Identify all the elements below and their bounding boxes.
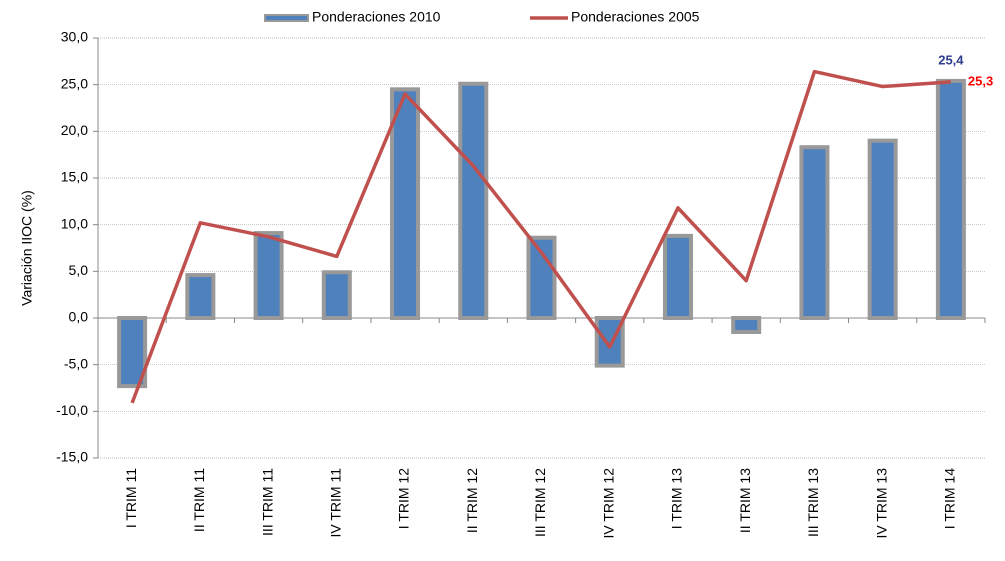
- y-tick-label: -15,0: [56, 449, 88, 465]
- bar: [526, 235, 557, 321]
- bar: [935, 78, 966, 320]
- bar: [458, 81, 489, 320]
- x-tick-label: IV TRIM 11: [328, 468, 344, 538]
- x-tick-label: IV TRIM 12: [600, 468, 616, 539]
- y-tick-label: 15,0: [61, 169, 88, 185]
- x-tick-label: II TRIM 11: [191, 468, 207, 532]
- bar: [731, 316, 762, 334]
- bar: [253, 231, 284, 320]
- x-tick-label: I TRIM 12: [396, 468, 412, 529]
- y-tick-label: 20,0: [61, 122, 88, 138]
- bar: [662, 233, 693, 320]
- y-tick-label: 30,0: [61, 29, 88, 45]
- bar: [117, 316, 148, 389]
- data-label: 25,4: [938, 52, 964, 67]
- bar: [390, 87, 421, 321]
- x-tick-label: II TRIM 12: [464, 468, 480, 533]
- x-tick-label: I TRIM 11: [123, 468, 139, 528]
- bar: [867, 138, 898, 320]
- data-label: 25,3: [968, 73, 993, 88]
- bar: [185, 273, 216, 321]
- x-tick-label: III TRIM 13: [805, 468, 821, 537]
- bar: [799, 145, 830, 320]
- x-tick-label: III TRIM 11: [259, 468, 275, 536]
- legend-label: Ponderaciones 2010: [312, 9, 441, 25]
- y-tick-label: -10,0: [56, 402, 88, 418]
- x-tick-label: I TRIM 14: [942, 468, 958, 529]
- x-tick-label: III TRIM 12: [532, 468, 548, 537]
- bar: [321, 270, 352, 320]
- x-tick-label: I TRIM 13: [669, 468, 685, 529]
- line: [130, 69, 952, 404]
- legend-label: Ponderaciones 2005: [571, 9, 700, 25]
- x-tick-label: II TRIM 13: [737, 468, 753, 533]
- x-tick-label: IV TRIM 13: [873, 468, 889, 539]
- y-tick-label: 0,0: [69, 309, 89, 325]
- y-tick-label: 25,0: [61, 75, 88, 91]
- y-tick-label: 10,0: [61, 215, 88, 231]
- legend-swatch: [264, 14, 309, 22]
- y-tick-label: 5,0: [69, 262, 89, 278]
- y-tick-label: -5,0: [64, 355, 88, 371]
- y-axis-label: Variación IIOC (%): [19, 190, 35, 306]
